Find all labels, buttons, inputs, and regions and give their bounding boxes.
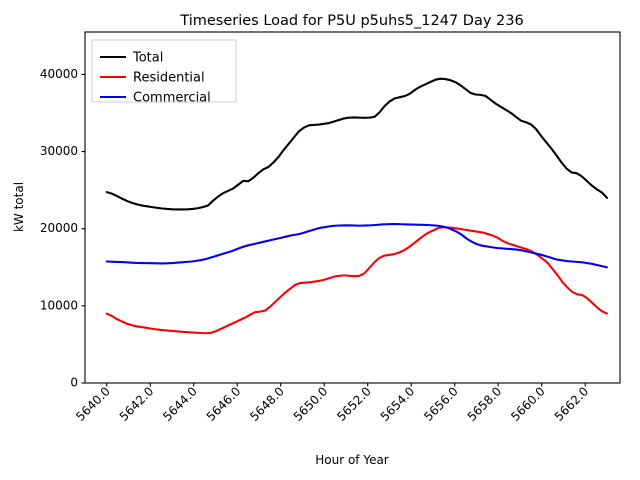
x-tick-label: 5658.0 — [465, 384, 505, 424]
x-tick-label: 5640.0 — [73, 384, 113, 424]
legend: Total Residential Commercial — [91, 39, 237, 106]
x-tick-label: 5654.0 — [378, 384, 418, 424]
y-tick-label: 30000 — [40, 144, 78, 158]
y-tick-label: 0 — [70, 376, 78, 390]
legend-label-commercial: Commercial — [133, 91, 211, 106]
x-tick-label: 5642.0 — [117, 384, 157, 424]
y-axis-label: kW total — [12, 182, 26, 232]
x-tick-label: 5660.0 — [508, 384, 548, 424]
x-axis-label: Hour of Year — [315, 453, 389, 467]
y-tick-label: 10000 — [40, 298, 78, 312]
series-line-total — [105, 77, 608, 211]
legend-label-residential: Residential — [133, 71, 205, 86]
legend-box — [91, 39, 237, 103]
x-tick-label: 5644.0 — [160, 384, 200, 424]
x-axis-ticks: 5640.0 5642.0 5644.0 5646.0 5648.0 5650.0 5652… — [73, 383, 591, 424]
x-tick-label: 5650.0 — [291, 384, 331, 424]
y-tick-label: 40000 — [40, 67, 78, 81]
series-line-commercial — [105, 223, 608, 269]
legend-label-total: Total — [132, 51, 163, 66]
series-line-residential — [105, 226, 608, 335]
chart-title: Timeseries Load for P5U p5uhs5_1247 Day … — [179, 13, 523, 29]
x-tick-label: 5648.0 — [247, 384, 287, 424]
data-series-group — [105, 77, 608, 335]
x-tick-label: 5662.0 — [552, 384, 592, 424]
x-tick-label: 5652.0 — [334, 384, 374, 424]
y-axis-ticks: 0 10000 20000 30000 40000 — [40, 67, 85, 390]
x-tick-label: 5656.0 — [421, 384, 461, 424]
y-tick-label: 20000 — [40, 221, 78, 235]
x-tick-label: 5646.0 — [204, 384, 244, 424]
